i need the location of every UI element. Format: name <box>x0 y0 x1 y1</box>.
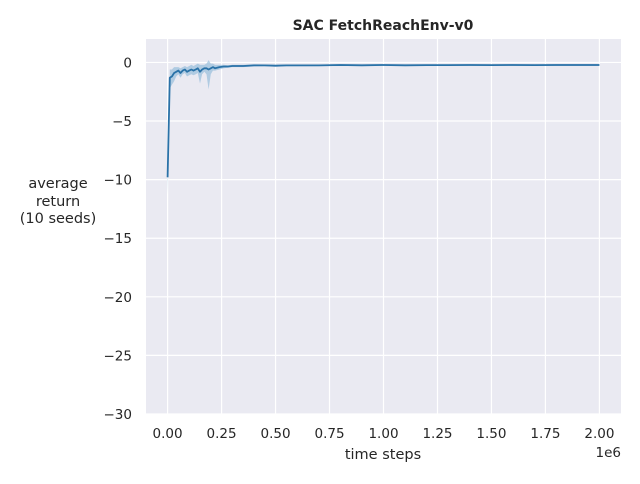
x-axis-label: time steps <box>345 447 421 463</box>
mean-line <box>166 64 600 178</box>
x-tick-label: 0.50 <box>261 426 291 442</box>
y-axis-label-line-2: return <box>36 194 80 210</box>
y-tick-label: −5 <box>112 114 132 130</box>
confidence-band-area <box>167 60 600 195</box>
y-tick-label: −30 <box>104 407 133 423</box>
x-tick-label: 1.75 <box>530 426 560 442</box>
confidence-band <box>167 60 600 195</box>
x-tick-label: 1.50 <box>476 426 506 442</box>
x-tick-label: 0.75 <box>314 426 344 442</box>
x-tick-label: 1.00 <box>368 426 398 442</box>
x-tick-label: 0.25 <box>207 426 237 442</box>
mean-return-line <box>166 64 600 178</box>
y-axis-label-line-3: (10 seeds) <box>20 211 97 227</box>
x-tick-label: 2.00 <box>584 426 614 442</box>
y-tick-labels: 0 −5 −10 −15 −20 −25 −30 <box>104 55 133 423</box>
chart-title: SAC FetchReachEnv-v0 <box>293 18 474 34</box>
y-tick-label: −10 <box>104 173 133 189</box>
y-tick-label: −25 <box>104 348 133 364</box>
x-tick-labels: 0.00 0.25 0.50 0.75 1.00 1.25 1.50 1.75 2.00 <box>153 426 615 442</box>
x-tick-label: 1.25 <box>422 426 452 442</box>
x-axis-offset-label: 1e6 <box>596 445 621 461</box>
y-tick-label: −15 <box>104 231 133 247</box>
y-axis-label-line-1: average <box>28 176 87 192</box>
x-tick-label: 0.00 <box>153 426 183 442</box>
y-tick-label: 0 <box>123 55 132 71</box>
y-axis-label: average return (10 seeds) <box>20 176 97 227</box>
grid <box>146 39 621 415</box>
y-tick-label: −20 <box>104 290 133 306</box>
